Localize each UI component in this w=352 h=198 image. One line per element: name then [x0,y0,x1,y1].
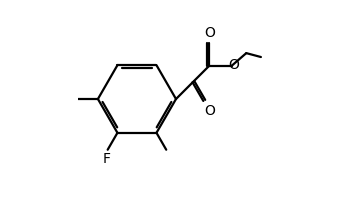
Text: O: O [229,58,240,72]
Text: F: F [103,152,111,166]
Text: O: O [204,26,215,40]
Text: O: O [204,104,215,118]
